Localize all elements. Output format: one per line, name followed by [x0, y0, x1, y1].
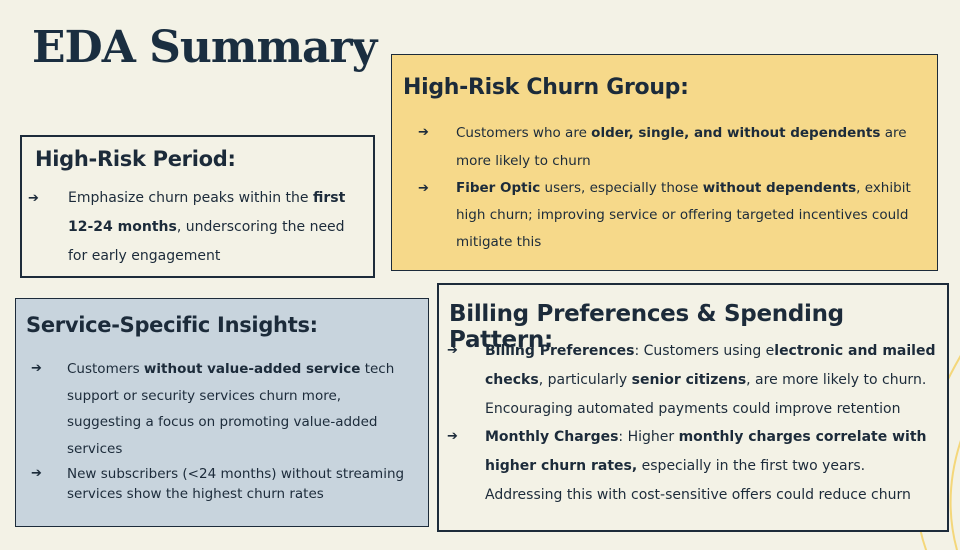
high-risk-period-heading: High-Risk Period:	[35, 147, 236, 171]
arrow-right-icon: ➔	[447, 343, 458, 358]
list-item: ➔ Customers who are older, single, and w…	[418, 119, 923, 175]
high-risk-churn-list: ➔ Customers who are older, single, and w…	[418, 119, 923, 256]
service-insights-box: Service-Specific Insights: ➔ Customers w…	[15, 298, 429, 527]
high-risk-period-box: High-Risk Period: ➔ Emphasize churn peak…	[20, 135, 375, 278]
arrow-right-icon: ➔	[418, 181, 429, 196]
arrow-right-icon: ➔	[28, 191, 39, 206]
arrow-right-icon: ➔	[31, 466, 42, 481]
slide-title: EDA Summary	[32, 22, 377, 73]
list-item: ➔ Monthly Charges: Higher monthly charge…	[447, 423, 941, 509]
list-item: ➔ Customers without value-added service …	[31, 356, 419, 462]
list-item: ➔ New subscribers (<24 months) without s…	[31, 466, 405, 502]
arrow-right-icon: ➔	[447, 429, 458, 445]
billing-box: Billing Preferences & Spending Pattern: …	[437, 283, 949, 532]
arrow-right-icon: ➔	[31, 361, 42, 376]
high-risk-period-list: ➔ Emphasize churn peaks within the first…	[28, 184, 363, 271]
high-risk-churn-box: High-Risk Churn Group: ➔ Customers who a…	[391, 54, 938, 271]
list-item: ➔ Fiber Optic users, especially those wi…	[418, 175, 923, 256]
service-insights-heading: Service-Specific Insights:	[26, 313, 318, 337]
arrow-right-icon: ➔	[418, 125, 429, 140]
billing-heading: Billing Preferences & Spending Pattern:	[449, 301, 844, 353]
billing-list: ➔ Billing Preferences: Customers using e…	[447, 337, 941, 510]
high-risk-churn-heading: High-Risk Churn Group:	[403, 75, 689, 100]
list-item: ➔ Billing Preferences: Customers using e…	[447, 337, 941, 423]
service-insights-list: ➔ Customers without value-added service …	[31, 356, 419, 504]
list-item: ➔ Emphasize churn peaks within the first…	[28, 184, 363, 271]
